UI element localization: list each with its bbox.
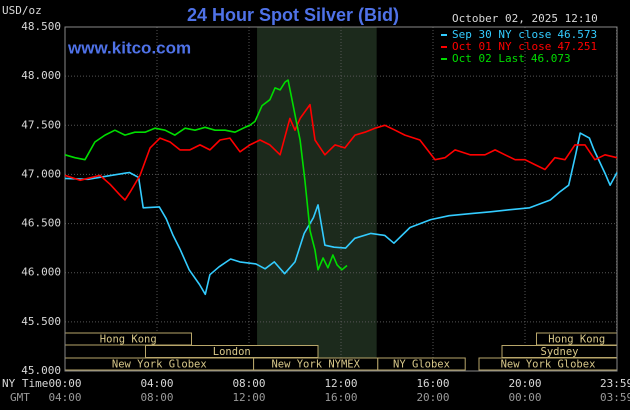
legend-name: Oct 02 Last: [452, 52, 525, 65]
session-label: Hong Kong: [100, 334, 157, 346]
x2-tick-label: 08:00: [140, 391, 173, 404]
legend-entry: Sep 30 NY close 46.573: [452, 28, 597, 41]
x-tick-label: 04:00: [140, 377, 173, 390]
series-line: [64, 132, 618, 296]
session-label: Sydney: [541, 346, 579, 358]
x2-tick-label: 04:00: [48, 391, 81, 404]
y-tick-label: 48.000: [21, 69, 61, 82]
series-line: [64, 103, 618, 201]
chart-subtitle: October 02, 2025 12:10: [452, 12, 598, 25]
x2-tick-label: 12:00: [232, 391, 265, 404]
session-label: New York Globex: [112, 359, 207, 371]
x-tick-label: 12:00: [324, 377, 357, 390]
x-tick-label: 16:00: [416, 377, 449, 390]
y-tick-label: 46.000: [21, 266, 61, 279]
series-line: [64, 79, 348, 271]
y-tick-label: 47.500: [21, 118, 61, 131]
legend-entry: Oct 02 Last 46.073: [452, 52, 571, 65]
legend-value: 46.073: [531, 52, 571, 65]
x2-tick-label: 16:00: [324, 391, 357, 404]
legend-name: Sep 30 NY close: [452, 28, 551, 41]
legend-value: 47.251: [557, 40, 597, 53]
chart-title: 24 Hour Spot Silver (Bid): [187, 5, 399, 25]
session-highlight: [257, 27, 377, 371]
session-label: New York NYMEX: [271, 359, 360, 371]
x2-tick-label: 03:59: [600, 391, 630, 404]
session-label: London: [213, 346, 251, 358]
y-axis-label: USD/oz: [2, 4, 42, 17]
x-tick-label: 23:59: [600, 377, 630, 390]
legend-entry: Oct 01 NY close 47.251: [452, 40, 597, 53]
x2-tick-label: 00:00: [508, 391, 541, 404]
session-label: New York Globex: [501, 359, 596, 371]
x2-axis-label: GMT: [10, 391, 30, 404]
y-tick-label: 45.500: [21, 315, 61, 328]
session-label: Hong Kong: [548, 334, 605, 346]
session-label: NY Globex: [393, 359, 450, 371]
x2-tick-label: 20:00: [416, 391, 449, 404]
x-tick-label: 20:00: [508, 377, 541, 390]
plot-border: [64, 26, 618, 372]
source-label: www.kitco.com: [67, 38, 191, 57]
y-tick-label: 47.000: [21, 167, 61, 180]
legend-value: 46.573: [557, 28, 597, 41]
y-tick-label: 45.000: [21, 364, 61, 377]
y-tick-label: 48.500: [21, 20, 61, 33]
session-bar: [377, 357, 466, 371]
y-tick-label: 46.500: [21, 217, 61, 230]
legend-name: Oct 01 NY close: [452, 40, 551, 53]
x-tick-label: 08:00: [232, 377, 265, 390]
x-axis-label: NY Time: [2, 377, 48, 390]
x-tick-label: 00:00: [48, 377, 81, 390]
